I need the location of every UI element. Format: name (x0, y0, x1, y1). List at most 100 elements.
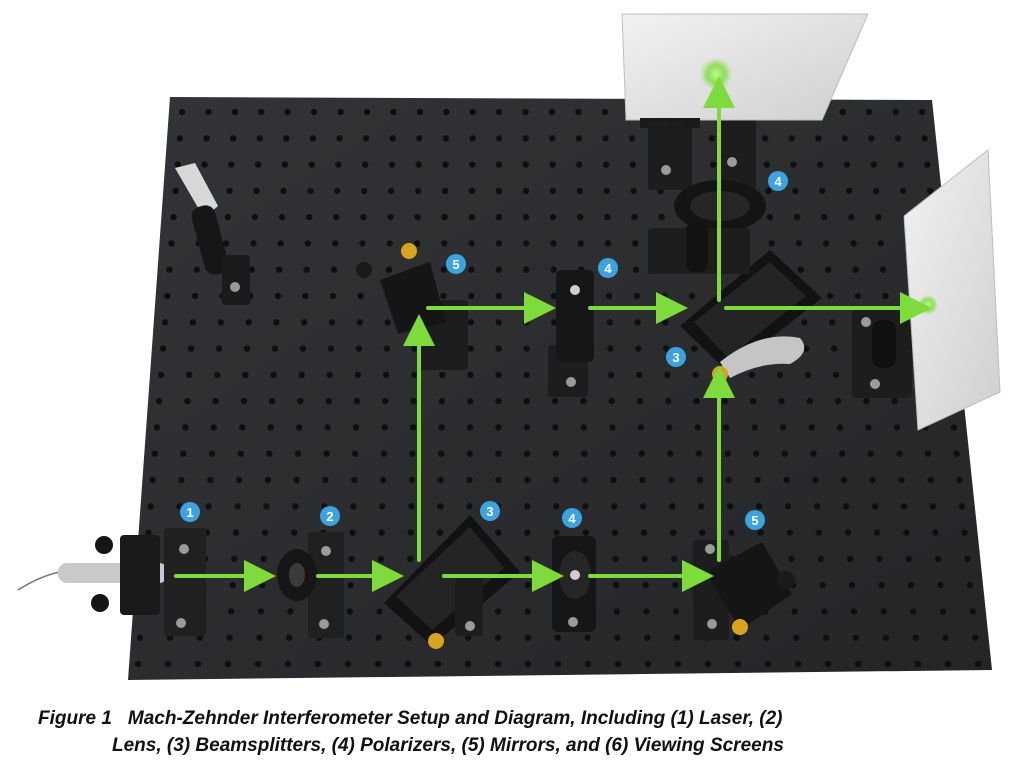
breadboard-hole (929, 503, 937, 510)
figure-caption: Figure 1 Mach-Zehnder Interferometer Setu… (0, 700, 1014, 764)
breadboard-hole (630, 187, 637, 195)
breadboard-hole (576, 161, 583, 168)
breadboard-hole (894, 135, 902, 142)
breadboard-hole (791, 608, 798, 615)
breadboard-hole (879, 266, 887, 273)
breadboard-hole (495, 424, 502, 431)
breadboard-hole (604, 240, 612, 247)
breadboard-hole (882, 292, 889, 300)
breadboard-hole (609, 450, 617, 457)
breadboard-hole (865, 424, 872, 431)
breadboard-hole (379, 503, 386, 510)
breadboard-hole (607, 345, 614, 352)
breadboard-hole (637, 424, 644, 431)
breadboard-hole (495, 529, 502, 536)
breadboard-hole (193, 266, 201, 273)
breadboard-hole (409, 450, 416, 457)
breadboard-hole (205, 503, 212, 510)
breadboard-hole (972, 634, 979, 641)
breadboard-hole (194, 660, 202, 668)
breadboard-hole (326, 371, 333, 379)
breadboard-hole (355, 345, 363, 352)
breadboard-hole (524, 476, 531, 484)
breadboard-hole (580, 424, 588, 431)
breadboard-hole (234, 503, 241, 510)
breadboard-hole (795, 240, 803, 247)
breadboard-hole (784, 503, 792, 510)
breadboard-hole (614, 634, 621, 641)
breadboard-hole (854, 292, 861, 300)
breadboard-hole (704, 660, 712, 668)
breadboard-hole (256, 634, 263, 641)
breadboard-hole (602, 161, 610, 168)
breadboard-hole (834, 397, 842, 405)
breadboard-hole (778, 397, 785, 405)
breadboard-hole (274, 292, 281, 300)
breadboard-hole (495, 450, 502, 457)
breadboard-hole (196, 634, 203, 641)
breadboard-hole (334, 187, 341, 195)
breadboard-hole (896, 450, 903, 457)
breadboard-hole (254, 161, 262, 168)
breadboard-hole (964, 555, 971, 563)
polarizer-middle (548, 270, 594, 397)
breadboard-hole (781, 450, 788, 457)
breadboard-hole (182, 424, 189, 431)
breadboard-hole (874, 529, 881, 536)
breadboard-hole (788, 555, 795, 563)
breadboard-hole (666, 424, 673, 431)
badge-mirror-bottom: 5 (745, 510, 765, 530)
breadboard-hole (842, 503, 850, 510)
breadboard-hole (299, 345, 307, 352)
viewing-screen-top: THORLABS (621, 13, 869, 128)
breadboard-hole (839, 108, 846, 116)
breadboard-hole (669, 503, 676, 510)
breadboard-hole (237, 450, 244, 457)
breadboard-hole (926, 187, 934, 195)
breadboard-hole (495, 187, 503, 195)
breadboard-hole (389, 135, 396, 142)
breadboard-hole (155, 397, 163, 405)
breadboard-hole (748, 371, 755, 379)
breadboard-hole (434, 660, 442, 668)
breadboard-hole (823, 240, 830, 247)
screen-brand-label: THORLABS (646, 121, 685, 128)
breadboard-hole (924, 450, 932, 457)
breadboard-hole (764, 660, 772, 668)
breadboard-hole (253, 187, 260, 195)
breadboard-hole (893, 424, 901, 431)
breadboard-hole (640, 529, 648, 536)
breadboard-hole (494, 634, 502, 641)
breadboard-hole (224, 213, 231, 221)
breadboard-hole (322, 476, 329, 484)
breadboard-hole (584, 634, 591, 641)
breadboard-hole (495, 345, 502, 352)
breadboard-hole (550, 240, 557, 247)
breadboard-hole (415, 187, 422, 195)
svg-text:4: 4 (604, 261, 612, 276)
breadboard-hole (727, 503, 734, 510)
breadboard-hole (468, 213, 475, 221)
breadboard-hole (792, 187, 799, 195)
breadboard-hole (176, 135, 184, 142)
breadboard-hole (788, 135, 795, 142)
breadboard-hole (178, 476, 185, 484)
breadboard-hole (912, 634, 919, 641)
breadboard-hole (846, 555, 854, 563)
breadboard-hole (254, 660, 262, 668)
breadboard-hole (670, 555, 678, 563)
breadboard-hole (763, 161, 770, 168)
breadboard-hole (201, 161, 208, 168)
breadboard-hole (878, 581, 885, 589)
breadboard-hole (937, 581, 944, 589)
right-screen-post (852, 310, 912, 398)
breadboard-hole (442, 161, 449, 168)
breadboard-hole (495, 161, 503, 168)
breadboard-hole (812, 476, 819, 484)
breadboard-hole (582, 529, 589, 536)
caption-line-1: Figure 1 Mach-Zehnder Interferometer Setu… (38, 708, 782, 730)
breadboard-hole (522, 135, 529, 142)
breadboard-hole (410, 397, 417, 405)
breadboard-hole (351, 476, 358, 484)
breadboard-hole (966, 581, 974, 589)
